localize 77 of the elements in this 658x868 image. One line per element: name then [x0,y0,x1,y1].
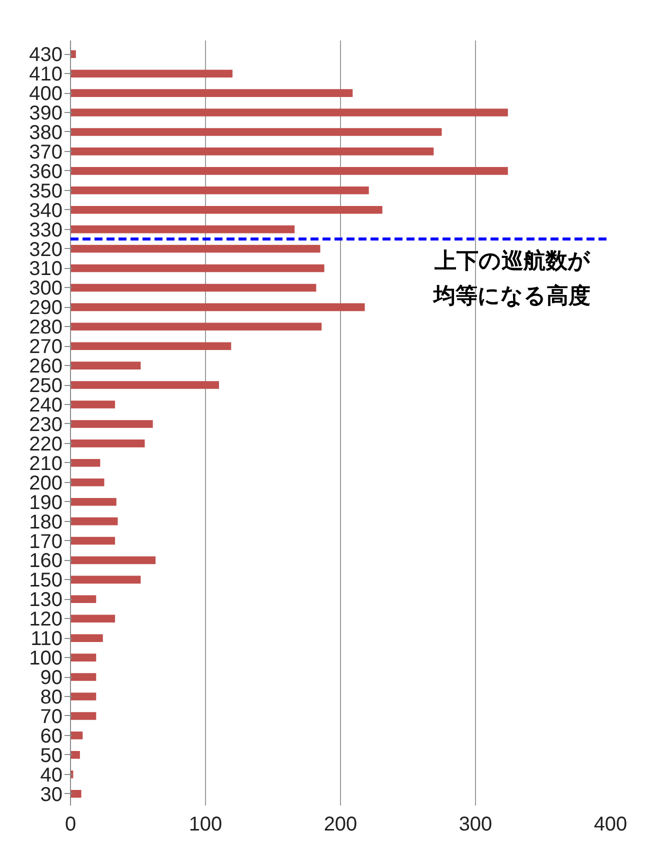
bar [70,381,219,389]
bar [70,108,508,116]
bar [70,167,508,175]
y-tick-label: 120 [29,608,63,631]
y-tick-label: 270 [29,336,63,358]
y-tick-label: 60 [40,725,63,748]
y-tick-label: 410 [29,64,63,86]
y-tick-label: 170 [29,530,63,553]
y-tick-label: 40 [40,764,63,786]
bar [70,186,369,194]
x-tick-label: 100 [188,814,222,836]
bar [70,732,83,740]
bar [70,440,145,448]
x-tick-label: 0 [64,814,76,836]
bar [70,128,442,136]
x-tick-label: 400 [594,814,628,836]
y-tick-label: 330 [29,219,63,242]
bar [70,673,96,681]
y-tick-label: 180 [29,511,63,534]
bar [70,595,96,604]
y-tick-label: 360 [29,160,63,183]
bar [70,654,96,662]
bar [70,206,382,214]
y-tick-label: 280 [29,316,63,339]
y-tick-label: 260 [29,356,63,378]
bar [70,148,434,156]
x-tick-label: 300 [458,814,492,836]
y-tick-label: 30 [40,784,63,806]
y-tick-label: 340 [29,200,63,222]
y-tick-label: 310 [29,258,63,280]
bar [70,536,116,545]
y-tick-label: 400 [29,83,63,106]
y-tick-label: 100 [29,648,63,670]
bar [70,576,141,584]
y-tick-label: 150 [29,570,63,592]
bar [70,556,156,564]
bar [70,459,100,467]
y-tick-label: 290 [29,297,63,320]
y-tick-label: 220 [29,433,63,456]
bar [70,712,96,720]
bar [70,362,141,370]
y-tick-label: 110 [30,628,63,650]
bar [70,342,232,350]
bar [70,634,103,642]
y-tick-label: 50 [40,744,63,767]
bar [70,322,322,331]
ref-line-label: 上下の巡航数が均等になる高度 [432,248,590,309]
bar [70,89,353,97]
y-tick-label: 190 [29,492,63,514]
bar [70,264,324,272]
bar [70,70,232,78]
x-tick-label: 200 [324,814,358,836]
bar [70,614,116,623]
bar [70,692,96,700]
bar [70,225,295,234]
bar [70,244,320,253]
bar [70,284,316,292]
y-tick-label: 130 [29,589,63,612]
y-tick-label: 250 [29,375,63,398]
y-tick-label: 430 [29,44,63,66]
y-tick-label: 210 [29,452,63,475]
bar [70,50,76,58]
y-tick-label: 370 [29,141,63,164]
bar [70,303,365,312]
bar [70,420,153,428]
y-tick-label: 70 [40,706,63,728]
bar [70,498,116,506]
bar [70,478,104,486]
y-tick-label: 200 [29,472,63,494]
bar [70,790,82,798]
bar [70,517,118,526]
y-tick-label: 320 [29,238,63,261]
y-tick-label: 300 [29,278,63,300]
bar [70,400,116,408]
y-tick-label: 350 [29,180,63,202]
bar [70,750,80,759]
y-tick-label: 160 [29,550,63,572]
